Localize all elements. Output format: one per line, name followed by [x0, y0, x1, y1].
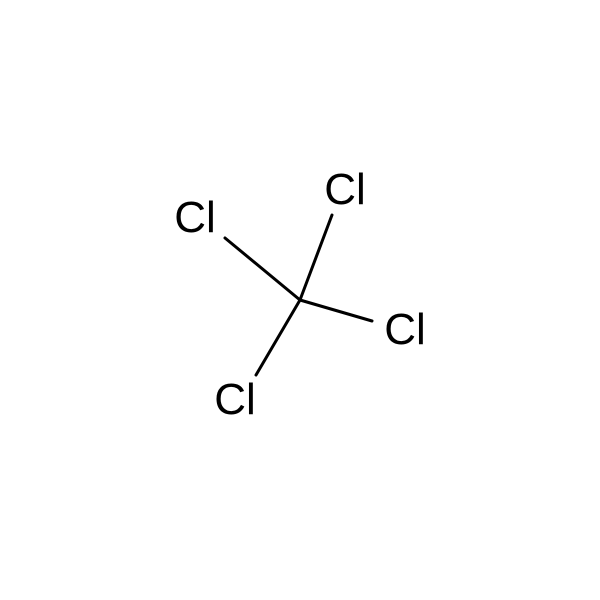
bond-layer [0, 0, 600, 600]
atom-label-cl: Cl [384, 308, 426, 352]
bond-line [300, 215, 332, 300]
bond-line [225, 238, 300, 300]
atom-label-cl: Cl [214, 378, 256, 422]
bond-line [256, 300, 300, 375]
atom-label-cl: Cl [174, 196, 216, 240]
atom-label-cl: Cl [324, 168, 366, 212]
bond-line [300, 300, 372, 321]
chemical-structure-canvas: Cl Cl Cl Cl [0, 0, 600, 600]
